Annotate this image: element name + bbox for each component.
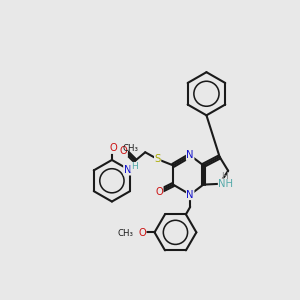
Text: S: S — [154, 154, 161, 164]
Text: NH: NH — [218, 179, 233, 189]
Text: CH₃: CH₃ — [123, 144, 139, 153]
Text: O: O — [120, 146, 128, 157]
Text: O: O — [110, 143, 117, 153]
Text: O: O — [138, 228, 146, 238]
Text: H: H — [222, 172, 229, 182]
Text: N: N — [186, 190, 194, 200]
Text: N: N — [124, 165, 131, 175]
Text: N: N — [186, 150, 194, 160]
Text: O: O — [155, 187, 163, 196]
Text: CH₃: CH₃ — [118, 229, 134, 238]
Text: H: H — [131, 162, 138, 171]
